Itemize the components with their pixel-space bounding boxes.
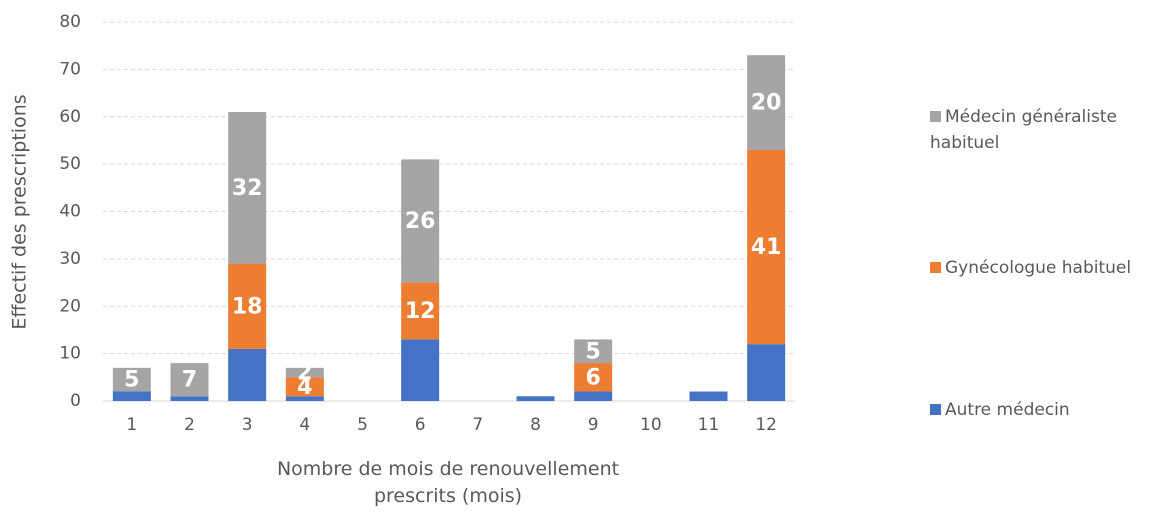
bar-segment xyxy=(112,391,151,401)
x-tick-label: 2 xyxy=(184,415,195,435)
bar-segment xyxy=(228,112,267,264)
bar-segment xyxy=(747,55,786,150)
data-label: 26 xyxy=(405,209,436,234)
y-tick-label: 0 xyxy=(70,391,81,411)
legend-swatch xyxy=(930,111,941,122)
y-tick-label: 10 xyxy=(59,344,81,364)
bar-segment xyxy=(285,396,324,401)
legend-item: Gynécologue habituel xyxy=(930,255,1145,281)
data-label: 6 xyxy=(586,365,601,390)
bar-segment xyxy=(401,282,440,340)
data-label: 4 xyxy=(297,375,312,400)
legend-label: Gynécologue habituel xyxy=(945,258,1132,278)
x-tick-label: 12 xyxy=(755,415,777,435)
x-tick-label: 8 xyxy=(530,415,541,435)
y-tick-label: 80 xyxy=(59,12,81,32)
x-tick-label: 1 xyxy=(126,415,137,435)
y-tick-label: 50 xyxy=(59,154,81,174)
x-tick-label: 6 xyxy=(415,415,426,435)
x-tick-label: 7 xyxy=(472,415,483,435)
x-axis-title: Nombre de mois de renouvellement prescri… xyxy=(276,458,620,507)
bar-segment xyxy=(574,339,613,364)
data-label: 41 xyxy=(751,235,782,260)
bar-segment xyxy=(747,344,786,401)
bar-segment xyxy=(112,367,151,392)
data-label: 5 xyxy=(124,368,139,393)
legend-label: Médecin généraliste habituel xyxy=(930,107,1117,153)
y-tick-label: 20 xyxy=(59,296,81,316)
bar-segment xyxy=(285,367,324,378)
legend-swatch xyxy=(930,262,941,273)
legend-swatch xyxy=(930,404,941,415)
bar-segment xyxy=(574,391,613,401)
bar-segment xyxy=(401,339,440,401)
bar-segment xyxy=(170,363,209,397)
bar-segment xyxy=(285,377,324,397)
bar-segment xyxy=(574,363,613,392)
y-tick-label: 70 xyxy=(59,59,81,79)
data-label: 7 xyxy=(182,368,197,393)
bar-segment xyxy=(228,348,267,401)
y-tick-label: 30 xyxy=(59,249,81,269)
bar-segment xyxy=(747,149,786,345)
x-tick-label: 5 xyxy=(357,415,368,435)
x-tick-label: 4 xyxy=(299,415,310,435)
data-label: 2 xyxy=(297,361,312,386)
data-label: 32 xyxy=(232,176,263,201)
legend-item: Médecin généraliste habituel xyxy=(930,104,1145,156)
bar-segment xyxy=(170,396,209,401)
data-label: 5 xyxy=(586,339,601,364)
bar-segment xyxy=(228,263,267,349)
legend-label: Autre médecin xyxy=(945,400,1070,420)
data-label: 12 xyxy=(405,299,436,324)
x-tick-label: 10 xyxy=(640,415,662,435)
data-label: 20 xyxy=(751,91,782,116)
x-tick-label: 3 xyxy=(242,415,253,435)
y-tick-label: 60 xyxy=(59,107,81,127)
x-tick-label: 9 xyxy=(588,415,599,435)
y-axis-title: Effectif des prescriptions xyxy=(9,94,31,329)
x-tick-label: 11 xyxy=(698,415,720,435)
bar-segment xyxy=(516,396,555,401)
y-tick-label: 40 xyxy=(59,202,81,222)
legend-item: Autre médecin xyxy=(930,397,1145,423)
data-label: 18 xyxy=(232,294,263,319)
bar-segment xyxy=(689,391,728,401)
bar-segment xyxy=(401,159,440,283)
